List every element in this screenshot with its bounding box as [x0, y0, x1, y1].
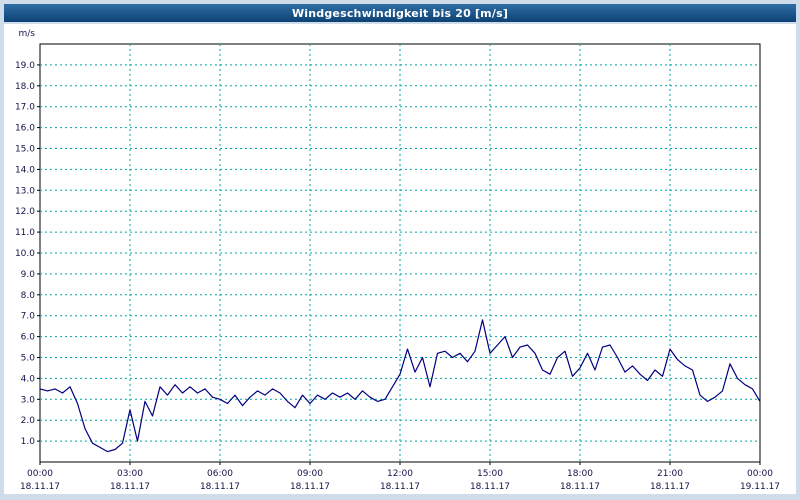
y-tick-label: 8.0: [21, 291, 36, 301]
y-tick-label: 16.0: [15, 124, 35, 134]
x-tick-date-label: 18.11.17: [290, 482, 330, 492]
x-tick-time-label: 03:00: [117, 469, 143, 479]
x-tick-date-label: 18.11.17: [470, 482, 510, 492]
y-tick-label: 4.0: [21, 374, 36, 384]
x-tick-time-label: 12:00: [387, 469, 413, 479]
x-tick-time-label: 21:00: [657, 469, 683, 479]
x-tick-time-label: 18:00: [567, 469, 593, 479]
y-tick-label: 12.0: [15, 207, 35, 217]
y-tick-label: 5.0: [21, 354, 36, 364]
x-tick-time-label: 09:00: [297, 469, 323, 479]
y-axis-unit-label: m/s: [19, 29, 36, 39]
x-tick-date-label: 18.11.17: [650, 482, 690, 492]
y-tick-label: 14.0: [15, 165, 35, 175]
wind-speed-series-line: [39, 319, 761, 453]
x-tick-date-label: 19.11.17: [740, 482, 780, 492]
x-tick-date-label: 18.11.17: [380, 482, 420, 492]
x-tick-time-label: 06:00: [207, 469, 233, 479]
x-tick-date-label: 18.11.17: [560, 482, 600, 492]
y-tick-label: 3.0: [21, 395, 36, 405]
x-tick-time-label: 00:00: [747, 469, 773, 479]
y-tick-label: 2.0: [21, 416, 36, 426]
x-tick-date-label: 18.11.17: [20, 482, 60, 492]
x-tick-date-label: 18.11.17: [110, 482, 150, 492]
x-tick-time-label: 00:00: [27, 469, 53, 479]
y-tick-label: 11.0: [15, 228, 35, 238]
y-tick-label: 18.0: [15, 82, 35, 92]
y-tick-label: 6.0: [21, 333, 36, 343]
y-tick-label: 17.0: [15, 103, 35, 113]
x-tick-time-label: 15:00: [477, 469, 503, 479]
window-title-bar: Windgeschwindigkeit bis 20 [m/s]: [4, 4, 796, 22]
x-tick-date-label: 18.11.17: [200, 482, 240, 492]
y-tick-label: 13.0: [15, 186, 35, 196]
chart-panel: 1.0 2.0 3.0 4.0 5.0 6.0 7.0 8.0 9.0 10.0 11.0 12.0 1…: [4, 24, 796, 494]
y-tick-label: 10.0: [15, 249, 35, 259]
y-tick-label: 7.0: [21, 312, 36, 322]
y-tick-label: 19.0: [15, 61, 35, 71]
window-title: Windgeschwindigkeit bis 20 [m/s]: [291, 6, 509, 20]
y-tick-label: 9.0: [21, 270, 36, 280]
y-tick-label: 1.0: [21, 437, 36, 447]
y-tick-label: 15.0: [15, 145, 35, 155]
wind-chart-svg: 1.0 2.0 3.0 4.0 5.0 6.0 7.0 8.0 9.0 10.0 11.0 12.0 1…: [15, 29, 780, 492]
